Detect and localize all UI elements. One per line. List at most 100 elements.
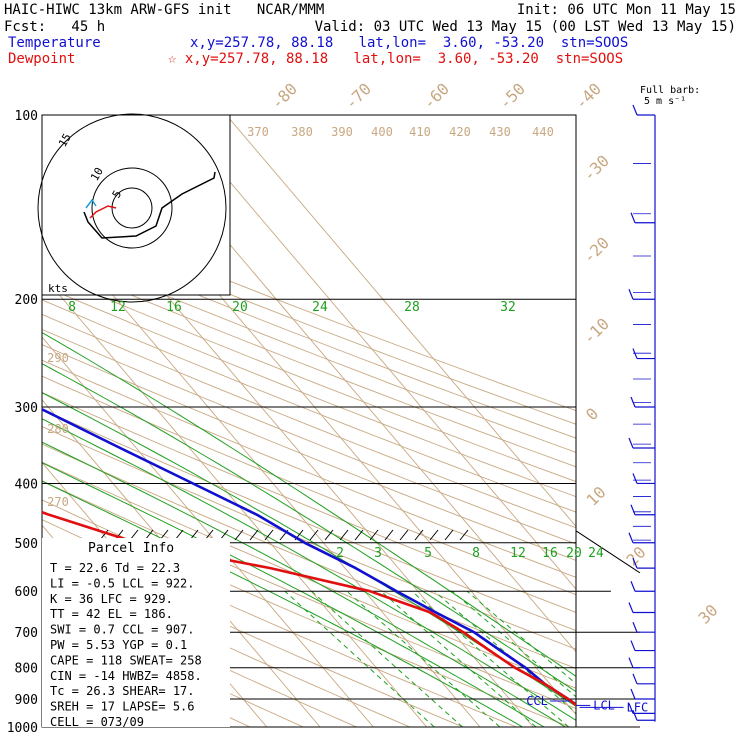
mixing-ratio-label: 28: [404, 300, 420, 315]
isotherm-label: -80: [267, 79, 301, 113]
pressure-label: 500: [15, 537, 38, 552]
mixing-ratio-label: 12: [110, 300, 126, 315]
wind-barb-flag: [628, 437, 634, 449]
isotherm-label: -70: [341, 79, 375, 113]
parcel-info-row: LI = -0.5 LCL = 922.: [50, 576, 195, 590]
isotherm-label: -40: [571, 79, 605, 113]
hatch-mark: [264, 529, 274, 541]
mixing-ratio-label: 16: [166, 300, 182, 315]
mixing-ratio-line: [346, 590, 501, 727]
parcel-info-row: PW = 5.53 YGP = 0.1: [50, 638, 187, 652]
hodograph-ring-mid: [91, 167, 173, 249]
parcel-info-row: SWI = 0.7 CCL = 907.: [50, 623, 195, 637]
isotherm-line: [172, 115, 576, 590]
hatch-mark: [249, 529, 259, 541]
lfc-label: LFC: [627, 700, 649, 714]
hodograph-ring-label: 10: [88, 165, 106, 183]
wind-barb-flag: [628, 657, 634, 668]
dewpoint-legend-info: ☆ x,y=257.78, 88.18 lat,lon= 3.60, -53.2…: [168, 51, 624, 67]
hatch-mark: [309, 529, 319, 541]
mixing-ratio-label: 3: [374, 546, 382, 561]
dry-adiabat-line: [42, 344, 576, 561]
dewpoint-legend-label: Dewpoint: [8, 51, 76, 67]
dry-adiabat-line: [42, 313, 576, 529]
dry-adiabat-line: [42, 299, 576, 513]
pressure-label: 800: [15, 662, 38, 677]
wind-legend-title: Full barb:: [640, 85, 700, 96]
wind-barb-flag: [630, 688, 636, 700]
mixing-ratio-label: 2: [336, 546, 344, 561]
temperature-legend-label: Temperature: [8, 35, 101, 51]
mixing-ratio-line: [284, 590, 435, 727]
wind-barb-flag: [632, 557, 638, 569]
wind-barb-flag: [632, 673, 638, 685]
hatch-mark: [234, 529, 244, 541]
hatch-mark: [399, 529, 409, 541]
parcel-info-title: Parcel Info: [88, 541, 174, 556]
isotherm-line: [42, 399, 321, 727]
parcel-info-row: SREH = 17 LAPSE= 5.6: [50, 700, 195, 714]
wind-barb-flag: [632, 710, 638, 721]
hodograph-trace-sfc: [85, 198, 97, 209]
dry-adiabat-line: [42, 285, 576, 498]
isotherm-label: -60: [419, 79, 453, 113]
plot-frame: [41, 114, 577, 728]
dry-adiabat-line: [42, 205, 576, 412]
temperature-legend-info: x,y=257.78, 88.18 lat,lon= 3.60, -53.20 …: [190, 35, 629, 51]
hatch-mark: [444, 529, 454, 541]
hodograph-ring-small: [111, 187, 153, 229]
theta-label: 290: [47, 351, 69, 365]
header-line1-left: HAIC-HIWC 13km ARW-GFS init NCAR/MMM: [4, 2, 325, 18]
mixing-ratio-label: 20: [232, 300, 248, 315]
dry-adiabat-line: [42, 359, 576, 578]
isotherm-label: 0: [582, 404, 602, 424]
hatch-mark: [414, 529, 424, 541]
isotherm-line: [42, 273, 428, 727]
wind-barb-flag: [630, 212, 636, 223]
parcel-info-box: [42, 538, 230, 727]
hodograph-trace-low: [89, 205, 117, 219]
wind-barb-flag: [630, 640, 636, 651]
hodograph-trace: [83, 171, 216, 239]
ccl-label: CCL: [526, 694, 548, 708]
header-line1-right: Init: 06 UTC Mon 11 May 15: [516, 2, 736, 18]
isotherm-label: -50: [495, 79, 529, 113]
dry-adiabat-line: [42, 271, 576, 483]
theta-label: 390: [331, 125, 353, 139]
wind-barb-flag: [632, 621, 638, 633]
theta-label: 430: [489, 125, 511, 139]
dry-adiabat-line: [42, 375, 576, 596]
wind-barb-flag: [628, 289, 634, 300]
isotherm-label: 10: [583, 483, 610, 510]
dry-adiabat-line: [42, 408, 576, 632]
parcel-info-row: TT = 42 EL = 186.: [50, 607, 173, 621]
parcel-info-row: Tc = 26.3 SHEAR= 17.: [50, 684, 195, 698]
plot-boundary-line: [575, 530, 641, 574]
header-line2-right: Valid: 03 UTC Wed 13 May 15 (00 LST Wed …: [314, 19, 736, 35]
hodograph-ring-label: 15: [56, 131, 74, 149]
pressure-label: 1000: [7, 721, 38, 736]
dry-adiabat-line: [42, 581, 357, 727]
pressure-label: 200: [15, 293, 38, 308]
parcel-info-row: K = 36 LFC = 929.: [50, 592, 173, 606]
pressure-label: 300: [15, 401, 38, 416]
wind-barb-flag: [628, 703, 634, 714]
wind-barb-flag: [630, 581, 636, 592]
mixing-ratio-label: 8: [472, 546, 480, 561]
wind-barb-flag: [632, 473, 638, 484]
mixing-ratio-label: 32: [500, 300, 516, 315]
parcel-info-row: CAPE = 118 SWEAT= 258: [50, 653, 202, 667]
hatch-mark: [324, 529, 334, 541]
dry-adiabat-line: [42, 217, 576, 425]
isotherm-line: [225, 115, 576, 528]
dry-adiabat-line: [42, 257, 576, 468]
isotherm-label: -20: [579, 233, 613, 267]
isotherm-label: -30: [579, 151, 613, 185]
isotherm-label: 30: [695, 601, 722, 628]
pressure-label: 400: [15, 477, 38, 492]
dry-adiabat-line: [42, 425, 576, 650]
dry-adiabat-line: [42, 230, 576, 439]
dry-adiabat-line: [42, 443, 576, 669]
dry-adiabat-line: [42, 243, 576, 453]
